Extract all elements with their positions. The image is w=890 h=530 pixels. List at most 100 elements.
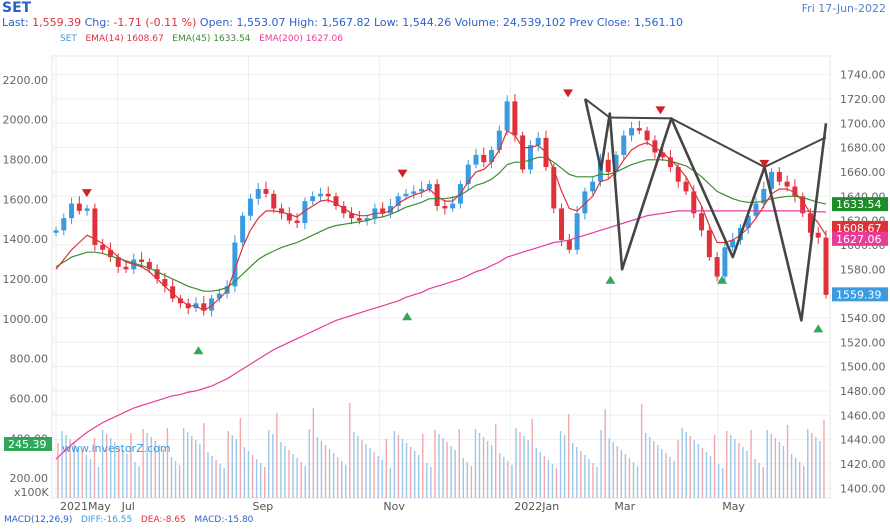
candle-body [255, 188, 261, 199]
candle-body [100, 244, 106, 250]
candle-body [271, 193, 277, 209]
candle-body [535, 137, 541, 146]
low-value: 1,544.26 [402, 16, 452, 29]
right-tick-label: 1420.00 [840, 458, 886, 471]
candle-body [123, 266, 129, 270]
macd-legend: MACD(12,26,9) DIFF:-16.55 DEA:-8.65 MACD… [4, 515, 253, 525]
candle-body [481, 154, 487, 163]
trough-marker [193, 346, 204, 355]
candle-body [419, 188, 425, 192]
last-value: 1,559.39 [32, 16, 82, 29]
candle-body [302, 201, 308, 224]
legend-ema200-value: 1627.06 [305, 34, 343, 44]
candle-body [92, 208, 98, 245]
x-tick-label: Mar [614, 500, 635, 513]
date-label: Fri 17-Jun-2022 [801, 2, 886, 15]
candle-body [706, 230, 712, 258]
high-value: 1,567.82 [321, 16, 371, 29]
candle-body [333, 196, 339, 206]
candle-body [753, 203, 759, 216]
left-tick-label: 1400.00 [3, 233, 49, 246]
macd-diff: DIFF:-16.55 [80, 515, 133, 525]
candle-body [722, 247, 728, 277]
volume-label: Volume: [454, 16, 500, 29]
candles [53, 94, 829, 317]
candle-body [489, 150, 495, 163]
candle-body [76, 203, 82, 211]
candle-body [636, 128, 642, 131]
candle-body [395, 196, 401, 206]
volume-badge-bg [4, 437, 52, 451]
legend-ema45-value: 1633.54 [213, 34, 251, 44]
candle-body [61, 218, 67, 231]
candle-body [426, 184, 432, 189]
candle-body [317, 193, 323, 197]
peak-marker [397, 169, 408, 178]
candle-body [807, 213, 813, 233]
x-tick-label: Jul [121, 500, 135, 513]
candle-body [730, 240, 736, 248]
candle-body [784, 181, 790, 187]
badge-bg [832, 220, 888, 235]
candle-body [442, 206, 448, 209]
left-tick-label: 600.00 [10, 392, 49, 405]
left-tick-label: 1200.00 [3, 273, 49, 286]
right-tick-label: 1720.00 [840, 93, 886, 106]
candle-body [574, 213, 580, 250]
badge-bg [832, 197, 888, 212]
right-tick-label: 1520.00 [840, 336, 886, 349]
candle-body [683, 181, 689, 192]
left-tick-label: 200.00 [10, 472, 49, 485]
pivot-markers [81, 89, 824, 355]
peak-marker [81, 189, 92, 198]
right-tick-label: 1500.00 [840, 361, 886, 374]
x-tick-label: May [722, 500, 745, 513]
candle-body [652, 140, 658, 153]
candle-body [605, 159, 611, 172]
candle-body [356, 218, 362, 221]
legend-ema200: EMA(200) [259, 34, 303, 44]
right-tick-label: 1580.00 [840, 263, 886, 276]
candle-body [434, 184, 440, 206]
candle-body [240, 215, 246, 243]
macd-dea: DEA:-8.65 [140, 515, 186, 525]
trough-marker [605, 275, 616, 284]
watermark: www.investorZ.com [62, 442, 171, 455]
symbol-title: SET [2, 0, 32, 16]
right-tick-label: 1480.00 [840, 385, 886, 398]
open-label: Open: [199, 16, 233, 29]
legend-ema45: EMA(45) [172, 34, 211, 44]
left-tick-label: 2000.00 [3, 114, 49, 127]
volume-badge-value: 245.39 [8, 438, 47, 451]
candle-body [349, 213, 355, 219]
x-axis: 2021May Jul Sep Nov 2022Jan Mar May [60, 500, 745, 513]
candle-body [675, 167, 681, 182]
candle-body [247, 198, 253, 216]
legend-set: SET [60, 34, 77, 44]
candle-body [232, 242, 238, 287]
x-tick-label: Nov [383, 500, 405, 513]
candle-body [380, 208, 386, 214]
trough-marker [813, 324, 824, 333]
left-tick-label: 2200.00 [3, 74, 49, 87]
high-label: High: [288, 16, 318, 29]
ema14-line [55, 129, 827, 312]
indicator-legend: SET EMA(14) 1608.67 EMA(45) 1633.54 EMA(… [60, 34, 343, 44]
candle-body [170, 286, 176, 299]
candle-body [667, 157, 673, 168]
candle-body [582, 191, 588, 214]
candle-body [691, 191, 697, 214]
peak-marker [759, 159, 770, 168]
candle-body [69, 203, 75, 219]
candle-body [465, 164, 471, 185]
candle-body [286, 213, 292, 221]
pattern-trendline [584, 98, 827, 169]
harmonic-pattern-line [583, 98, 828, 322]
candle-body [162, 279, 168, 287]
candle-body [520, 135, 526, 170]
badge-bg [832, 231, 888, 246]
candle-body [209, 298, 215, 311]
candle-body [310, 196, 316, 202]
badge-value: 1608.67 [836, 222, 882, 235]
